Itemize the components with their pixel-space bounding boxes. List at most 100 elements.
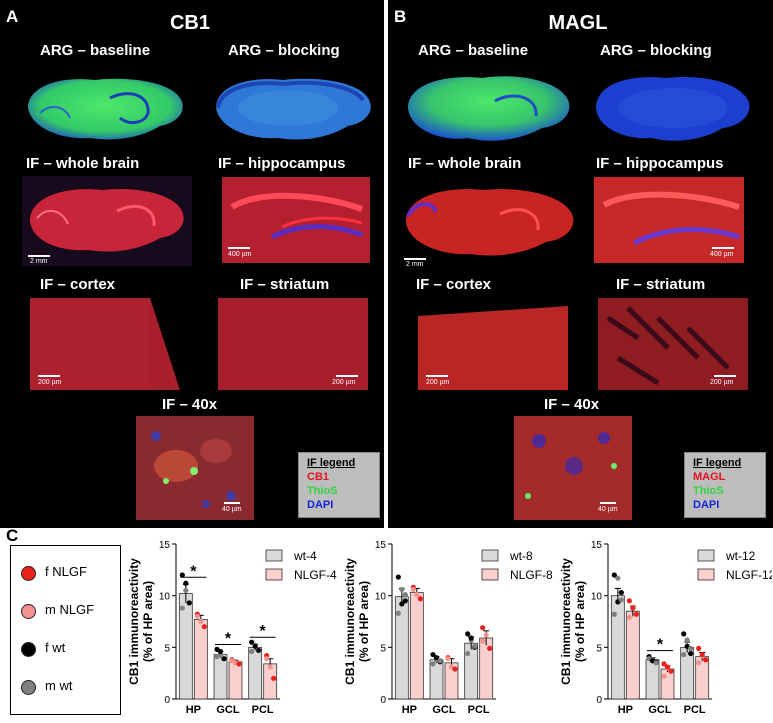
x-tick-label: PCL (252, 704, 274, 716)
data-point (186, 600, 192, 606)
legend-label: NLGF-4 (294, 568, 337, 582)
legend-dot-f-nlgf (21, 566, 36, 581)
whole-scalebar-label: 2 mm (406, 261, 424, 268)
label-arg-blocking: ARG – blocking (600, 42, 712, 59)
if-40x-image: 40 µm (136, 416, 254, 520)
data-point (414, 592, 420, 598)
data-point (198, 618, 204, 625)
legend-label-f-wt: f wt (45, 640, 66, 655)
data-point (626, 598, 632, 604)
data-point (399, 601, 405, 607)
striatum-scalebar-label: 200 µm (710, 379, 734, 386)
y-axis-label: CB1 immunoreactivity(% of HP area) (127, 558, 155, 685)
legend-label-m-nlgf: m NLGF (45, 602, 95, 617)
data-point (221, 656, 227, 662)
legend-dot-m-nlgf (21, 604, 36, 619)
data-point (681, 651, 687, 658)
striatum-scalebar-line (714, 375, 736, 377)
legend-heading: IF legend (693, 457, 742, 469)
data-point (703, 657, 709, 663)
y-axis-label: CB1 immunoreactivity(% of HP area) (343, 558, 371, 685)
x-tick-label: HP (618, 704, 633, 716)
y-tick-label: 15 (375, 540, 387, 551)
significance-star: * (657, 637, 664, 654)
data-point (410, 586, 416, 593)
data-point (681, 631, 687, 637)
bar (193, 619, 208, 700)
y-tick-label: 0 (164, 695, 170, 706)
if-legend-a: IF legend CB1 ThioS DAPI (298, 452, 380, 518)
y-axis-label-line: (% of HP area) (141, 581, 155, 662)
cortex-scalebar-line (38, 375, 60, 377)
x40-scalebar-label: 40 µm (598, 506, 618, 513)
arg-blocking-image (588, 66, 758, 148)
data-point (668, 668, 674, 674)
genotype-sex-legend: f NLGF m NLGF f wt m wt (10, 545, 121, 715)
data-point (480, 638, 486, 644)
legend-label-m-wt: m wt (45, 678, 73, 693)
data-point (430, 661, 436, 667)
data-point (611, 572, 617, 578)
legend-label: NLGF-12 (726, 568, 772, 582)
arg-baseline-image (20, 68, 190, 148)
legend-swatch (481, 568, 499, 581)
hippo-scalebar-line (228, 247, 250, 249)
y-axis-label-line: CB1 immunoreactivity (127, 558, 141, 685)
x-tick-label: GCL (432, 704, 456, 716)
striatum-scalebar-label: 200 µm (332, 379, 356, 386)
y-tick-label: 15 (159, 540, 171, 551)
data-point (179, 605, 185, 611)
data-point (395, 574, 401, 580)
label-if-striatum: IF – striatum (616, 276, 706, 293)
bar (610, 595, 625, 700)
if-40x-image: 40 µm (514, 416, 632, 520)
data-point (264, 656, 270, 662)
y-axis-label-line: CB1 immunoreactivity (343, 558, 357, 685)
legend-swatch (697, 549, 715, 562)
whole-scalebar-label: 2 mm (30, 258, 48, 265)
legend-label: wt-8 (509, 549, 533, 563)
if-cortex-image: 200 µm (30, 298, 180, 390)
legend-label: NLGF-8 (510, 568, 553, 582)
x40-scalebar-line (600, 502, 616, 504)
label-if-40x: IF – 40x (162, 396, 218, 413)
data-point (445, 656, 451, 662)
panel-b-letter: B (394, 7, 407, 26)
x-tick-label: HP (186, 704, 201, 716)
data-point (395, 610, 401, 616)
if-striatum-image: 200 µm (218, 298, 368, 390)
data-point (696, 645, 702, 651)
data-point (201, 624, 207, 630)
legend-thios: ThioS (693, 485, 724, 497)
data-point (618, 597, 624, 603)
data-point (615, 575, 621, 581)
y-tick-label: 0 (380, 695, 386, 706)
y-tick-label: 10 (591, 592, 603, 603)
label-if-whole: IF – whole brain (408, 155, 522, 172)
y-tick-label: 15 (591, 540, 603, 551)
legend-label: wt-12 (725, 549, 756, 563)
data-point (399, 586, 405, 593)
data-point (468, 635, 474, 641)
y-tick-label: 5 (596, 643, 602, 654)
label-arg-baseline: ARG – baseline (418, 42, 529, 59)
cortex-scalebar-line (426, 375, 448, 377)
data-point (271, 675, 277, 681)
data-point (217, 648, 224, 655)
bar (645, 659, 660, 700)
label-if-cortex: IF – cortex (40, 276, 116, 293)
if-legend-b: IF legend MAGL ThioS DAPI (684, 452, 766, 518)
data-point (194, 613, 200, 619)
label-if-whole: IF – whole brain (26, 155, 140, 172)
data-point (430, 651, 436, 658)
legend-swatch (697, 568, 715, 581)
legend-label: wt-4 (293, 549, 317, 563)
legend-marker: MAGL (693, 471, 726, 483)
label-if-40x: IF – 40x (544, 396, 600, 413)
legend-heading: IF legend (307, 457, 356, 469)
x40-scalebar-label: 40 µm (222, 506, 242, 513)
significance-star: * (225, 630, 232, 647)
panel-b-title: MAGL (548, 12, 608, 34)
data-point (480, 625, 486, 631)
legend-swatch (265, 549, 283, 562)
